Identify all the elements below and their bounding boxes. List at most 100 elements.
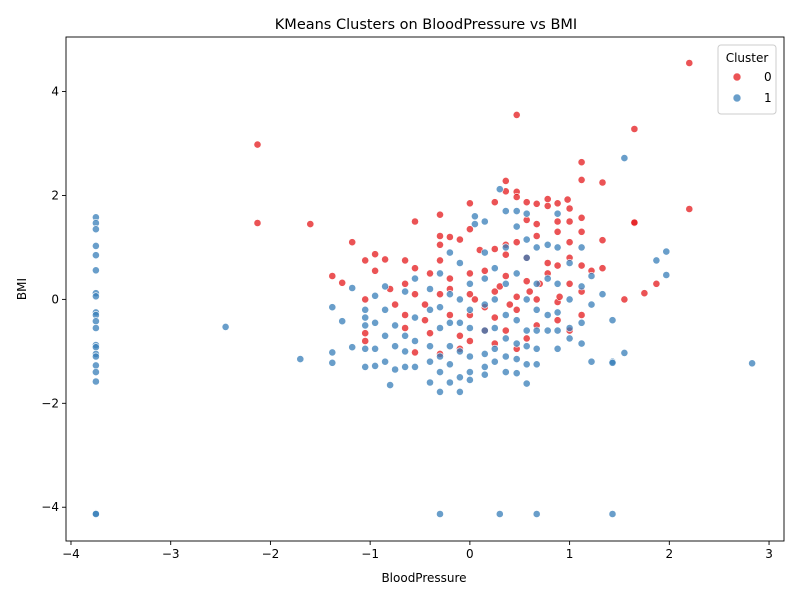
data-point-cluster-0	[630, 125, 639, 133]
data-point-cluster-1	[92, 251, 100, 260]
data-point-cluster-1	[495, 510, 504, 518]
data-point-cluster-0	[436, 290, 444, 299]
data-point-cluster-1	[608, 510, 617, 518]
data-point-cluster-1	[565, 324, 574, 332]
data-point-cluster-1	[371, 291, 379, 300]
data-point-cluster-1	[553, 326, 562, 335]
data-point-cluster-1	[361, 344, 370, 353]
data-point-cluster-1	[490, 324, 499, 332]
data-point-cluster-0	[465, 290, 474, 299]
data-point-cluster-1	[598, 290, 607, 299]
data-point-cluster-0	[490, 198, 499, 207]
x-tick-label: −1	[361, 547, 379, 561]
data-point-cluster-1	[328, 303, 337, 312]
data-point-cluster-0	[411, 290, 419, 299]
legend-label-cluster-0: 0	[764, 70, 772, 84]
data-point-cluster-1	[512, 369, 521, 378]
data-point-cluster-0	[652, 279, 661, 288]
y-axis-label: BMI	[15, 278, 29, 300]
data-point-cluster-1	[662, 271, 671, 279]
data-point-cluster-0	[253, 140, 262, 149]
data-point-cluster-1	[652, 256, 661, 265]
data-point-cluster-1	[426, 285, 434, 293]
data-point-cluster-0	[553, 217, 562, 226]
data-point-cluster-0	[426, 269, 434, 278]
data-point-cluster-0	[565, 217, 574, 226]
data-point-cluster-1	[92, 241, 100, 250]
data-point-cluster-1	[748, 359, 756, 368]
data-point-cluster-1	[577, 243, 586, 252]
data-point-cluster-1	[401, 347, 409, 356]
data-point-cluster-0	[421, 300, 429, 309]
data-point-cluster-0	[338, 278, 347, 287]
data-point-cluster-0	[577, 261, 586, 270]
data-point-cluster-1	[490, 344, 499, 353]
data-point-cluster-1	[92, 361, 100, 370]
data-point-cluster-1	[565, 259, 574, 267]
data-point-cluster-1	[455, 295, 464, 304]
data-point-cluster-1	[587, 300, 596, 309]
data-point-cluster-1	[436, 269, 444, 278]
data-point-cluster-1	[221, 322, 230, 331]
data-point-cluster-1	[465, 368, 474, 376]
data-point-cluster-0	[512, 238, 521, 247]
x-tick-label: −4	[62, 547, 80, 561]
data-point-cluster-0	[328, 272, 337, 280]
data-point-cluster-0	[532, 232, 541, 240]
data-point-cluster-1	[512, 355, 521, 363]
data-point-cluster-1	[495, 185, 504, 194]
data-point-cluster-1	[490, 357, 499, 366]
data-point-cluster-0	[426, 329, 434, 338]
data-point-cluster-1	[532, 326, 541, 335]
data-point-cluster-1	[426, 357, 434, 366]
data-point-cluster-1	[445, 290, 454, 299]
x-axis-label: BloodPressure	[381, 571, 466, 585]
data-point-cluster-0	[598, 236, 607, 245]
data-point-cluster-1	[455, 259, 464, 267]
data-point-cluster-0	[512, 193, 521, 201]
data-point-cluster-1	[553, 243, 562, 252]
data-point-cluster-1	[328, 348, 337, 357]
data-point-cluster-1	[512, 339, 521, 348]
data-point-cluster-0	[371, 250, 379, 259]
data-point-cluster-1	[361, 313, 370, 322]
data-point-cluster-0	[522, 334, 531, 343]
data-point-cluster-1	[401, 287, 409, 296]
data-point-cluster-0	[685, 205, 694, 213]
data-point-cluster-0	[512, 111, 521, 119]
data-point-cluster-1	[426, 342, 434, 351]
data-point-cluster-0	[543, 195, 552, 203]
data-point-cluster-1	[501, 279, 510, 288]
data-point-cluster-0	[543, 259, 552, 267]
data-point-cluster-1	[391, 365, 399, 374]
data-point-cluster-0	[436, 210, 444, 219]
data-point-cluster-1	[436, 324, 444, 332]
y-tick-label: −2	[41, 396, 59, 410]
data-point-cluster-0	[371, 266, 379, 275]
data-point-cluster-1	[92, 317, 100, 326]
data-point-cluster-1	[455, 387, 464, 396]
data-point-cluster-0	[501, 176, 510, 185]
data-point-cluster-1	[501, 207, 510, 215]
data-point-cluster-0	[490, 287, 499, 296]
data-point-cluster-0	[391, 300, 399, 309]
data-point-cluster-0	[401, 256, 409, 265]
data-point-cluster-1	[426, 305, 434, 314]
data-point-cluster-0	[361, 337, 370, 345]
data-point-cluster-0	[512, 292, 521, 301]
data-point-cluster-0	[445, 311, 454, 319]
y-tick-label: 2	[51, 188, 59, 202]
data-point-cluster-0	[411, 264, 419, 273]
data-point-cluster-1	[465, 279, 474, 288]
data-point-cluster-1	[543, 274, 552, 283]
data-point-cluster-0	[553, 199, 562, 208]
data-point-cluster-1	[522, 360, 531, 369]
data-point-cluster-1	[587, 357, 596, 366]
data-point-cluster-0	[505, 300, 514, 309]
data-point-cluster-1	[522, 379, 531, 388]
data-point-cluster-1	[470, 212, 479, 221]
data-point-cluster-1	[480, 349, 489, 358]
data-point-cluster-0	[445, 233, 454, 241]
data-point-cluster-0	[501, 250, 510, 259]
